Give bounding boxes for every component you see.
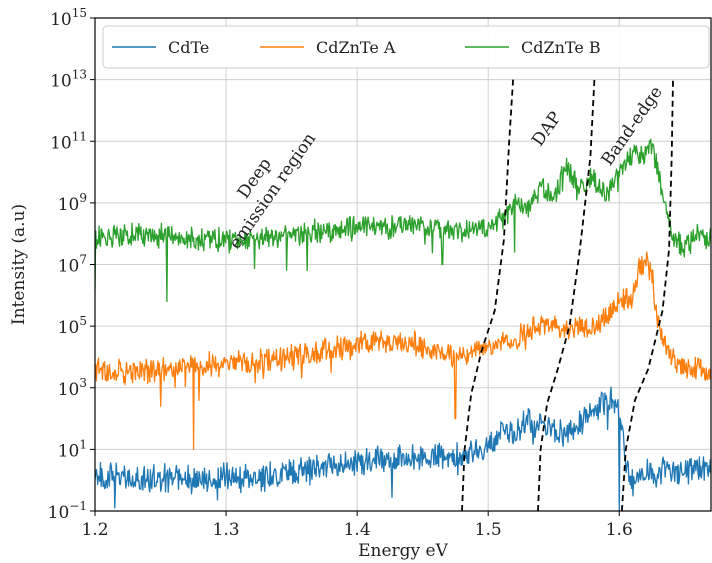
series-line-3 [95,138,711,303]
x-tick-label: 1.5 [475,520,502,540]
legend: CdTe CdZnTe A CdZnTe B [102,25,710,69]
series-line-2 [95,251,711,451]
y-tick-label: 1013 [50,68,87,92]
x-axis-title: Energy eV [358,541,448,561]
region-boundary-2 [537,79,596,511]
legend-box [102,25,710,69]
y-tick-label: 1015 [50,6,87,30]
y-tick-label: 10−1 [48,499,87,523]
x-tick-label: 1.2 [81,520,108,540]
y-tick-label: 107 [58,253,87,277]
legend-label: CdZnTe A [316,38,396,57]
y-tick-label: 101 [58,437,87,461]
y-tick-label: 103 [58,376,87,400]
x-tick-label: 1.6 [606,520,633,540]
x-tick-label: 1.4 [344,520,371,540]
boundary-layer [461,79,674,511]
y-tick-label: 1011 [50,129,87,153]
ticks: 1.2 1.3 1.4 1.5 1.6 10−1 101 103 105 107 109 1011 10… [48,6,633,540]
y-tick-label: 109 [58,191,87,215]
legend-label: CdTe [168,38,209,57]
region-boundary-3 [621,79,674,511]
x-tick-label: 1.3 [213,520,240,540]
legend-label: CdZnTe B [521,38,601,57]
y-tick-label: 105 [58,314,87,338]
series-layer [95,138,711,511]
series-line-1 [95,386,711,511]
y-axis-title: Intensity (a.u) [9,204,29,325]
annotation-2: DAP [528,108,566,150]
region-boundary-1 [461,79,514,511]
